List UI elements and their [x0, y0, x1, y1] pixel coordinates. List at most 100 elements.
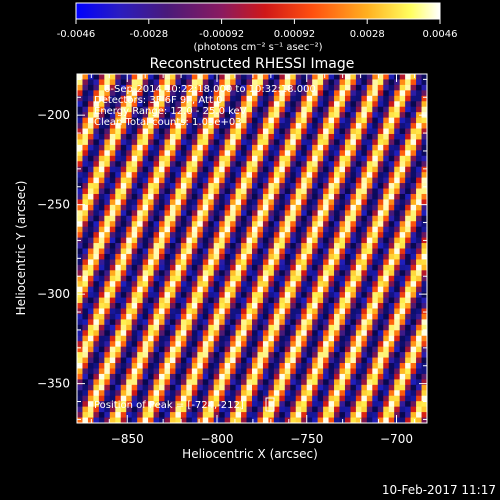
heatmap-cell [137, 101, 144, 108]
heatmap-cell [169, 319, 177, 326]
heatmap-cell [197, 297, 204, 304]
heatmap-cell [142, 117, 149, 124]
heatmap-cell [312, 128, 319, 135]
heatmap-cell [120, 303, 127, 310]
heatmap-cell [98, 373, 105, 380]
heatmap-cell [344, 210, 352, 217]
heatmap-cell [186, 335, 193, 342]
heatmap-cell [93, 341, 100, 348]
heatmap-cell [339, 303, 346, 310]
heatmap-cell [87, 395, 95, 402]
heatmap-cell [180, 248, 187, 255]
heatmap-cell [268, 373, 275, 380]
heatmap-cell [416, 373, 423, 380]
heatmap-cell [180, 133, 187, 141]
heatmap-cell [262, 144, 270, 151]
heatmap-cell [230, 90, 237, 97]
heatmap-cell [169, 352, 177, 359]
heatmap-cell [377, 112, 384, 119]
heatmap-cell [366, 79, 373, 86]
heatmap-cell [186, 226, 193, 233]
heatmap-cell [246, 368, 253, 375]
heatmap-cell [377, 281, 384, 288]
heatmap-cell [109, 243, 116, 250]
heatmap-cell [126, 352, 133, 359]
heatmap-cell [126, 188, 133, 195]
heatmap-cell [137, 161, 144, 168]
heatmap-cell [361, 215, 368, 222]
heatmap-cell [284, 363, 291, 370]
heatmap-cell [262, 101, 270, 108]
heatmap-cell [87, 363, 95, 370]
heatmap-cell [339, 117, 346, 124]
heatmap-cell [77, 248, 84, 255]
heatmap-cell [109, 193, 116, 201]
heatmap-cell [235, 90, 242, 97]
heatmap-cell [339, 95, 346, 102]
colorbar-ticks: -0.0046 -0.0028 -0.00092 0.00092 0.0028 0.004… [57, 19, 458, 40]
heatmap-cell [262, 199, 270, 206]
heatmap-cell [383, 281, 390, 288]
heatmap-cell [180, 172, 187, 179]
heatmap-cell [120, 188, 127, 195]
heatmap-cell [153, 226, 160, 233]
heatmap-cell [82, 395, 89, 402]
heatmap-cell [142, 390, 149, 397]
heatmap-cell [372, 270, 379, 277]
heatmap-cell [355, 84, 362, 91]
heatmap-cell [186, 417, 193, 423]
heatmap-cell [301, 139, 308, 146]
heatmap-cell [98, 74, 105, 81]
heatmap-cell [268, 117, 275, 124]
heatmap-cell [142, 335, 149, 342]
heatmap-cell [252, 319, 259, 326]
heatmap-cell [82, 161, 89, 168]
heatmap-cell [126, 128, 133, 135]
heatmap-cell [202, 281, 209, 288]
heatmap-cell [301, 112, 308, 119]
heatmap-cell [191, 166, 198, 173]
heatmap-cell [235, 123, 242, 130]
heatmap-cell [137, 412, 144, 419]
heatmap-cell [416, 243, 423, 250]
heatmap-cell [290, 406, 297, 413]
heatmap-cell [268, 352, 275, 359]
heatmap-cell [372, 335, 379, 342]
heatmap-cell [399, 133, 406, 141]
heatmap-cell [159, 303, 166, 310]
heatmap-cell [350, 286, 357, 293]
heatmap-cell [87, 204, 95, 211]
heatmap-cell [115, 117, 122, 124]
heatmap-cell [383, 308, 390, 315]
heatmap-cell [77, 357, 84, 364]
heatmap-cell [93, 193, 100, 201]
heatmap-cell [383, 330, 390, 337]
heatmap-cell [284, 412, 291, 419]
heatmap-cell [131, 133, 138, 141]
heatmap-cell [109, 292, 116, 299]
heatmap-cell [169, 128, 177, 135]
heatmap-cell [377, 357, 384, 364]
heatmap-cell [208, 281, 215, 288]
heatmap-cell [246, 390, 253, 397]
heatmap-cell [159, 79, 166, 86]
heatmap-cell [416, 286, 423, 293]
heatmap-cell [262, 357, 270, 364]
heatmap-cell [312, 264, 319, 271]
heatmap-cell [257, 166, 264, 173]
heatmap-cell [213, 101, 220, 108]
heatmap-cell [312, 319, 319, 326]
heatmap-cell [115, 123, 122, 130]
heatmap-cell [98, 319, 105, 326]
heatmap-cell [262, 221, 270, 228]
heatmap-cell [104, 199, 111, 206]
heatmap-cell [230, 417, 237, 423]
heatmap-cell [262, 373, 270, 380]
heatmap-cell [230, 324, 237, 331]
heatmap-cell [148, 117, 155, 124]
heatmap-cell [290, 226, 297, 233]
heatmap-cell [213, 303, 220, 310]
heatmap-cell [328, 237, 335, 244]
heatmap-cell [164, 373, 171, 380]
